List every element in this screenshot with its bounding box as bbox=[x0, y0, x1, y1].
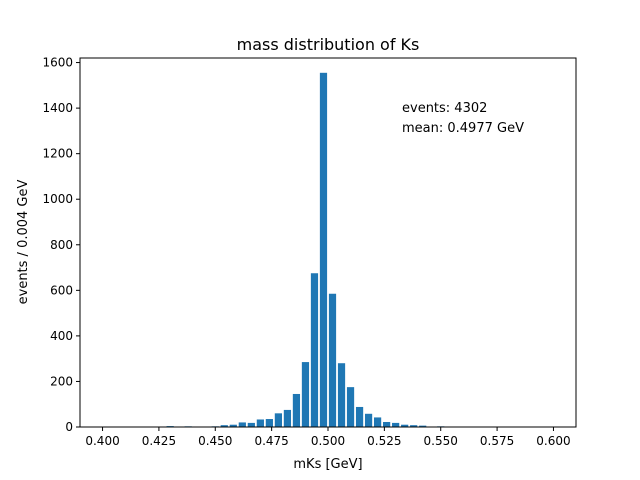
chart-title: mass distribution of Ks bbox=[237, 35, 420, 54]
x-tick-label: 0.450 bbox=[198, 434, 232, 448]
x-ticks-group: 0.400 0.425 0.450 0.475 0.500 0.525 0.550 0.575… bbox=[85, 427, 571, 448]
annotation-events: events: 4302 bbox=[402, 101, 487, 116]
y-tick-label: 400 bbox=[50, 329, 73, 343]
histogram-bar bbox=[410, 425, 418, 427]
histogram-bar bbox=[355, 406, 364, 427]
x-tick-label: 0.500 bbox=[311, 434, 345, 448]
histogram-bar bbox=[401, 424, 409, 427]
bars-group bbox=[166, 72, 445, 427]
plot-frame bbox=[79, 57, 577, 428]
histogram-bar bbox=[319, 72, 328, 427]
histogram-bar bbox=[301, 362, 310, 427]
y-tick-label: 1000 bbox=[42, 192, 73, 206]
annotation-mean: mean: 0.4977 GeV bbox=[402, 121, 524, 136]
histogram-bar bbox=[328, 293, 337, 427]
x-tick-label: 0.575 bbox=[480, 434, 514, 448]
y-axis-label: events / 0.004 GeV bbox=[16, 180, 31, 305]
x-tick-label: 0.525 bbox=[367, 434, 401, 448]
histogram-bar bbox=[419, 425, 427, 427]
histogram-bar bbox=[383, 421, 391, 427]
y-tick-label: 1600 bbox=[42, 56, 73, 70]
histogram-bar bbox=[238, 422, 246, 427]
x-tick-label: 0.550 bbox=[424, 434, 458, 448]
histogram-bar bbox=[274, 413, 282, 427]
x-tick-label: 0.400 bbox=[85, 434, 119, 448]
histogram-bar bbox=[220, 425, 228, 427]
histogram-bar bbox=[392, 422, 400, 427]
histogram-bar bbox=[337, 363, 346, 427]
histogram-bar bbox=[346, 387, 355, 427]
histogram-bar bbox=[310, 273, 319, 427]
y-tick-label: 1200 bbox=[42, 147, 73, 161]
x-tick-label: 0.600 bbox=[536, 434, 570, 448]
y-tick-label: 200 bbox=[50, 374, 73, 388]
histogram-bar bbox=[247, 422, 255, 427]
histogram-bar bbox=[292, 393, 301, 427]
y-tick-label: 1400 bbox=[42, 101, 73, 115]
x-tick-label: 0.425 bbox=[142, 434, 176, 448]
y-tick-label: 0 bbox=[65, 420, 73, 434]
x-tick-label: 0.475 bbox=[254, 434, 288, 448]
y-ticks-group: 0 200 400 600 800 1000 1200 1400 1600 bbox=[42, 56, 80, 434]
y-tick-label: 600 bbox=[50, 283, 73, 297]
histogram-bar bbox=[265, 419, 273, 427]
x-axis-label: mKs [GeV] bbox=[293, 457, 362, 472]
histogram-bar bbox=[364, 413, 373, 427]
y-tick-label: 800 bbox=[50, 238, 73, 252]
histogram-bar bbox=[229, 424, 237, 427]
histogram-bar bbox=[373, 417, 382, 427]
histogram-bar bbox=[283, 409, 292, 427]
histogram-bar bbox=[256, 419, 264, 427]
